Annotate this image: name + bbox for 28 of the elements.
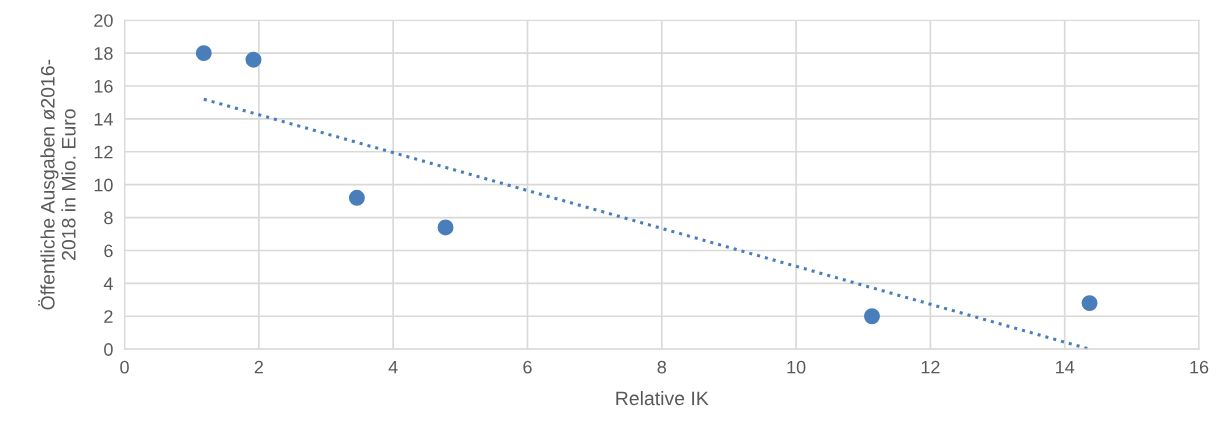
point — [195, 45, 212, 62]
y-tick-label: 0 — [104, 343, 113, 356]
y-tick-label: 6 — [104, 244, 113, 258]
y-axis-title: Öffentliche Ausgaben ø2016- 2018 in Mio. Euro — [38, 59, 76, 310]
y-tick-label: 14 — [94, 113, 113, 126]
y-tick-label: 2 — [104, 310, 113, 323]
x-tick-label: 8 — [657, 360, 667, 374]
x-tick-label: 12 — [921, 360, 940, 374]
y-tick-label: 4 — [103, 277, 113, 290]
y-tick-label: 8 — [104, 211, 113, 225]
y-tick-label: 18 — [94, 47, 113, 60]
point — [437, 219, 454, 236]
x-tick-label: 16 — [1190, 360, 1209, 374]
x-tick-label: 4 — [388, 360, 398, 374]
point — [245, 51, 262, 68]
x-tick-label: 14 — [1056, 360, 1075, 374]
x-tick-label: 2 — [254, 360, 263, 374]
x-tick-label: 6 — [523, 360, 532, 374]
point — [1081, 295, 1098, 312]
x-tick-label: 10 — [787, 360, 806, 374]
x-axis-title: Relative IK — [616, 390, 709, 406]
point — [348, 189, 365, 206]
y-tick-label: 16 — [94, 79, 113, 93]
y-tick-label: 10 — [94, 178, 113, 192]
point — [863, 308, 880, 325]
y-tick-label: 20 — [94, 14, 113, 27]
y-tick-label: 12 — [94, 145, 113, 159]
x-tick-label: 0 — [120, 360, 129, 374]
